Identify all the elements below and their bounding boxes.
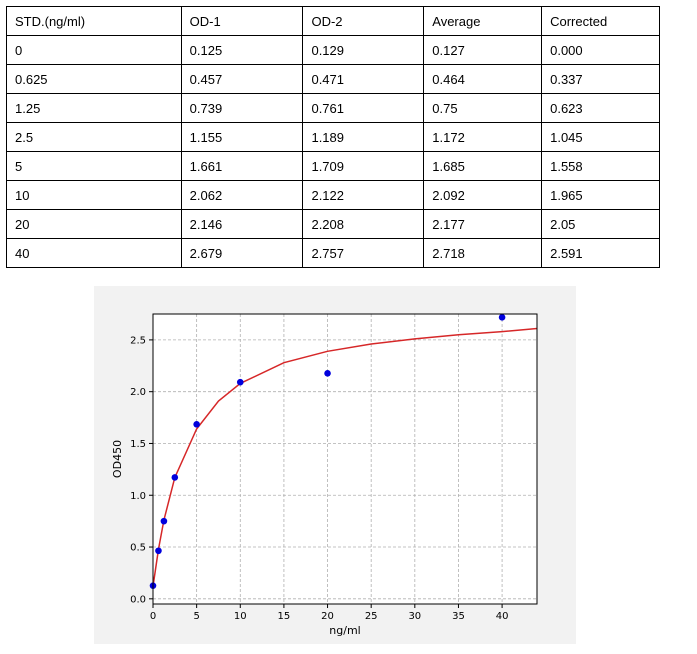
plot-area [153, 314, 537, 604]
table-cell: 2.591 [541, 238, 660, 268]
table-row: 20 2.146 2.208 2.177 2.05 [6, 209, 660, 239]
table-header-cell: Average [423, 6, 543, 36]
standard-curve-chart: 0 5 10 15 20 25 30 35 40 0.0 0.5 1.0 1.5 2.0 2.5 ng/ml… [94, 286, 576, 644]
data-point [155, 547, 162, 555]
table-row: 40 2.679 2.757 2.718 2.591 [6, 238, 660, 268]
table-cell: 0.761 [302, 93, 425, 123]
table-cell: 2.122 [302, 180, 425, 210]
table-row: 0 0.125 0.129 0.127 0.000 [6, 35, 660, 65]
y-tick-label: 1.5 [130, 439, 146, 450]
table-cell: 1.558 [541, 151, 660, 181]
chart-svg: 0 5 10 15 20 25 30 35 40 0.0 0.5 1.0 1.5 2.0 2.5 ng/ml… [94, 286, 576, 644]
data-point [160, 517, 168, 525]
table-cell: 1.709 [302, 151, 425, 181]
table-cell: 0.337 [541, 64, 660, 94]
table-header-cell: OD-2 [302, 6, 425, 36]
table-cell: 0.129 [302, 35, 425, 65]
table-cell: 1.045 [541, 122, 660, 152]
table-row: 1.25 0.739 0.761 0.75 0.623 [6, 93, 660, 123]
table-header-cell: Corrected [541, 6, 660, 36]
data-point [236, 378, 244, 386]
y-tick-label: 1.0 [130, 491, 146, 502]
x-tick-label: 30 [408, 611, 421, 622]
x-tick-label: 0 [150, 611, 156, 622]
x-tick-label: 5 [193, 611, 199, 622]
table-cell: 1.155 [180, 122, 304, 152]
table-cell: 10 [6, 180, 182, 210]
table-cell: 0.127 [423, 35, 543, 65]
x-tick-label: 20 [321, 611, 334, 622]
table-cell: 2.5 [6, 122, 182, 152]
table-cell: 0.457 [180, 64, 304, 94]
table-cell: 0.623 [541, 93, 660, 123]
y-tick-label: 2.5 [130, 335, 146, 346]
data-point [324, 370, 331, 377]
x-tick-label: 10 [234, 611, 247, 622]
y-tick-label: 0.5 [130, 543, 146, 554]
x-tick-label: 35 [452, 611, 465, 622]
y-tick-label: 2.0 [130, 387, 146, 398]
table-cell: 40 [6, 238, 182, 268]
table-header-cell: OD-1 [180, 6, 304, 36]
table-cell: 2.718 [423, 238, 543, 268]
table-cell: 2.062 [180, 180, 304, 210]
table-cell: 2.757 [302, 238, 425, 268]
table-cell: 1.965 [541, 180, 660, 210]
table-cell: 0 [6, 35, 182, 65]
table-row: 5 1.661 1.709 1.685 1.558 [6, 151, 660, 181]
table-cell: 2.679 [180, 238, 304, 268]
table-cell: 1.25 [6, 93, 182, 123]
table-row: 0.625 0.457 0.471 0.464 0.337 [6, 64, 660, 94]
table-cell: 0.471 [302, 64, 425, 94]
table-cell: 0.739 [180, 93, 304, 123]
table-cell: 0.75 [423, 93, 543, 123]
table-cell: 2.05 [541, 209, 660, 239]
x-tick-label: 25 [365, 611, 378, 622]
data-point [498, 314, 506, 321]
table-cell: 20 [6, 209, 182, 239]
table-row: 10 2.062 2.122 2.092 1.965 [6, 180, 660, 210]
standard-table: STD.(ng/ml) OD-1 OD-2 Average Corrected 0 0.12… [6, 6, 660, 268]
x-tick-label: 40 [496, 611, 509, 622]
table-header-cell: STD.(ng/ml) [6, 6, 182, 36]
table-header-row: STD.(ng/ml) OD-1 OD-2 Average Corrected [6, 6, 660, 36]
data-point [193, 421, 200, 428]
data-point [171, 474, 179, 481]
table-cell: 5 [6, 151, 182, 181]
table-cell: 1.685 [423, 151, 543, 181]
table-cell: 1.172 [423, 122, 543, 152]
plot-frame [152, 313, 538, 605]
table-cell: 2.092 [423, 180, 543, 210]
y-tick-label: 0.0 [130, 594, 146, 605]
table-cell: 2.177 [423, 209, 543, 239]
x-tick-label: 15 [278, 611, 291, 622]
table-cell: 1.661 [180, 151, 304, 181]
y-axis-label: OD450 [111, 440, 124, 478]
table-cell: 2.208 [302, 209, 425, 239]
table-cell: 0.625 [6, 64, 182, 94]
table-cell: 0.000 [541, 35, 660, 65]
table-cell: 0.125 [180, 35, 304, 65]
table-cell: 2.146 [180, 209, 304, 239]
fit-curve [152, 327, 538, 587]
x-axis-label: ng/ml [329, 624, 360, 637]
table-cell: 0.464 [423, 64, 543, 94]
table-cell: 1.189 [302, 122, 425, 152]
table-row: 2.5 1.155 1.189 1.172 1.045 [6, 122, 660, 152]
